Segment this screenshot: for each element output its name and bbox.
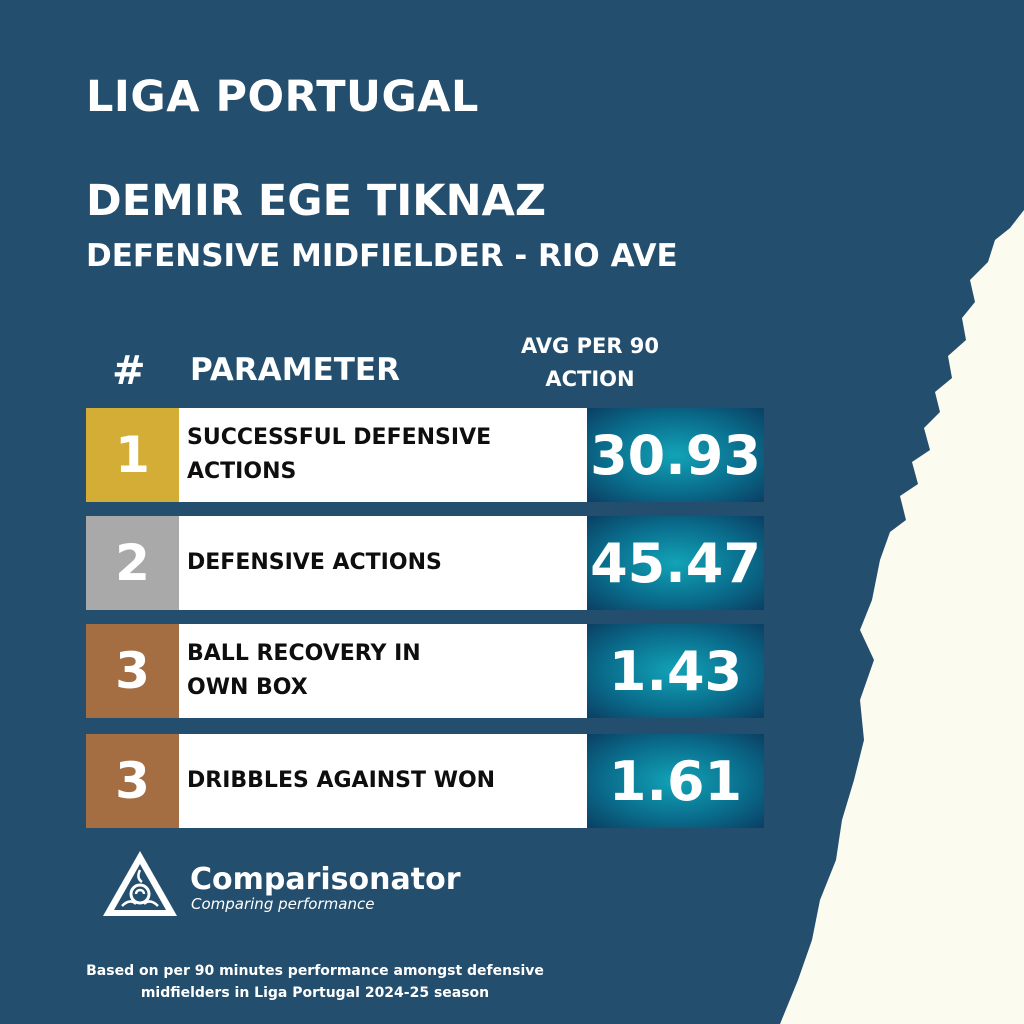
footnote: Based on per 90 minutes performance amon… — [40, 960, 590, 1004]
comparisonator-logo-icon — [103, 851, 177, 916]
brand-name: Comparisonator — [190, 862, 461, 897]
stat-row-3: 3 BALL RECOVERY IN OWN BOX 1.43 — [86, 624, 764, 718]
parameter-line2: OWN BOX — [187, 675, 308, 700]
avg-header-line2: ACTION — [545, 367, 635, 391]
parameter-line1: DEFENSIVE ACTIONS — [187, 550, 442, 575]
parameter-line1: SUCCESSFUL DEFENSIVE — [187, 425, 492, 450]
rank-badge: 3 — [86, 624, 179, 718]
player-name: DEMIR EGE TIKNAZ — [86, 176, 547, 226]
avg-header-line1: AVG PER 90 — [520, 334, 660, 358]
parameter-line1: BALL RECOVERY IN — [187, 641, 421, 666]
stat-value: 30.93 — [587, 408, 764, 502]
stat-row-4: 3 DRIBBLES AGAINST WON 1.61 — [86, 734, 764, 828]
stat-value: 1.61 — [587, 734, 764, 828]
parameter-line2: ACTIONS — [187, 459, 297, 484]
league-title: LIGA PORTUGAL — [86, 72, 479, 122]
parameter-column-header: PARAMETER — [190, 352, 400, 388]
rank-badge: 1 — [86, 408, 179, 502]
stat-row-1: 1 SUCCESSFUL DEFENSIVE ACTIONS 30.93 — [86, 408, 764, 502]
parameter-label: BALL RECOVERY IN OWN BOX — [179, 624, 587, 718]
stat-value: 1.43 — [587, 624, 764, 718]
rank-column-header: # — [112, 348, 146, 394]
parameter-label: DRIBBLES AGAINST WON — [179, 734, 587, 828]
parameter-label: SUCCESSFUL DEFENSIVE ACTIONS — [179, 408, 587, 502]
footnote-line1: Based on per 90 minutes performance amon… — [86, 963, 544, 979]
rank-badge: 2 — [86, 516, 179, 610]
stat-row-2: 2 DEFENSIVE ACTIONS 45.47 — [86, 516, 764, 610]
parameter-label: DEFENSIVE ACTIONS — [179, 516, 587, 610]
avg-column-header: AVG PER 90 ACTION — [500, 330, 680, 396]
stat-value: 45.47 — [587, 516, 764, 610]
rank-badge: 3 — [86, 734, 179, 828]
player-role: DEFENSIVE MIDFIELDER - RIO AVE — [86, 238, 678, 274]
brand-tagline: Comparing performance — [191, 895, 375, 913]
parameter-line1: DRIBBLES AGAINST WON — [187, 768, 496, 793]
footnote-line2: midfielders in Liga Portugal 2024-25 sea… — [140, 985, 490, 1001]
